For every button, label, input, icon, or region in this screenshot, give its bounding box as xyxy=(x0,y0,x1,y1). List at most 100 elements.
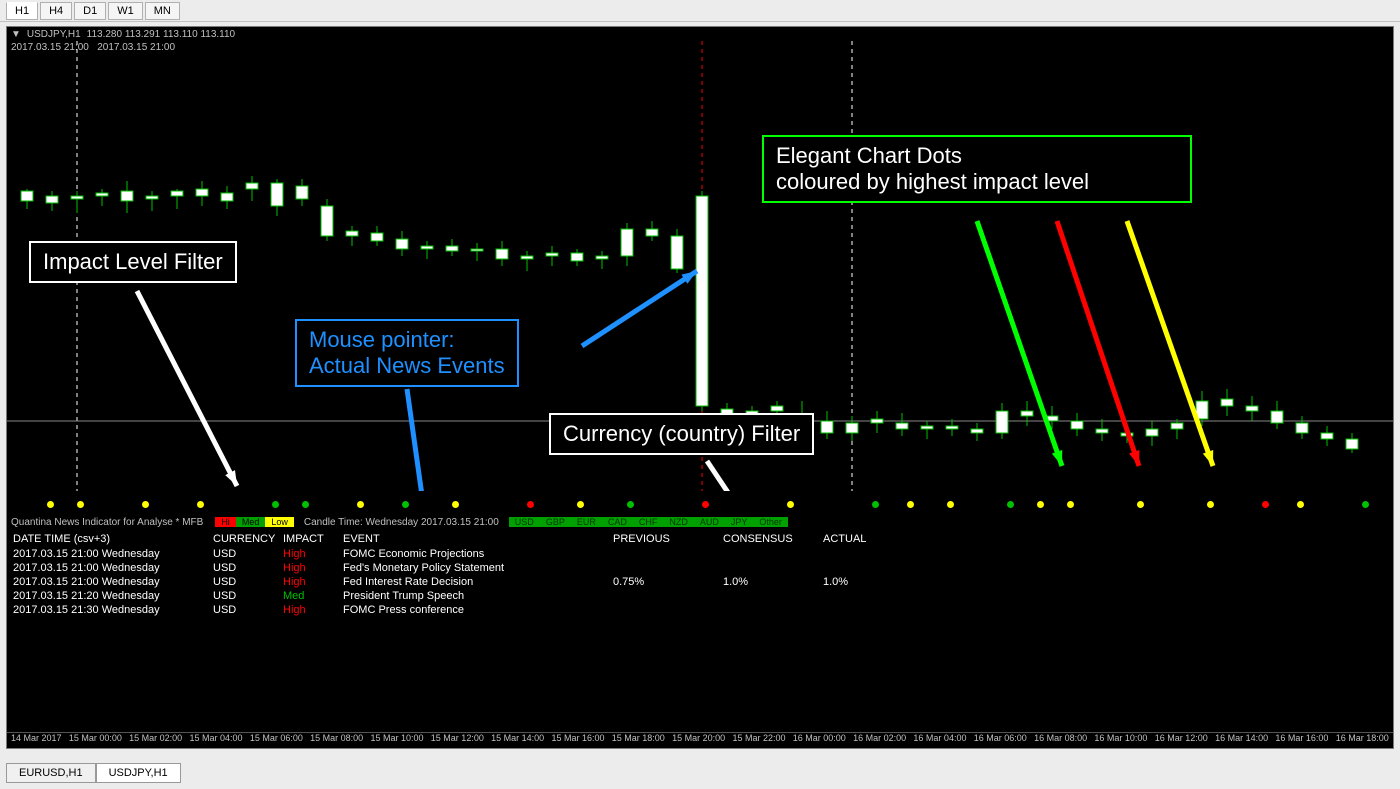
currency-badge-eur[interactable]: EUR xyxy=(571,517,602,527)
anno-text: Actual News Events xyxy=(309,353,505,379)
currency-badge-aud[interactable]: AUD xyxy=(694,517,725,527)
chart-window: ▼ USDJPY,H1 113.280 113.291 113.110 113.… xyxy=(6,26,1394,749)
chart-area[interactable]: Impact Level Filter Mouse pointer: Actua… xyxy=(7,41,1393,491)
xaxis-label: 15 Mar 18:00 xyxy=(612,733,665,748)
col-consensus: CONSENSUS xyxy=(723,533,823,545)
col-datetime: DATE TIME (csv+3) xyxy=(13,533,213,545)
xaxis-label: 15 Mar 06:00 xyxy=(250,733,303,748)
chart-tab-usdjpy-h1[interactable]: USDJPY,H1 xyxy=(96,763,181,783)
news-dot[interactable] xyxy=(527,501,534,508)
timeframe-H4[interactable]: H4 xyxy=(40,2,72,20)
xaxis-label: 16 Mar 08:00 xyxy=(1034,733,1087,748)
currency-badge-other[interactable]: Other xyxy=(753,517,788,527)
xaxis-label: 16 Mar 00:00 xyxy=(793,733,846,748)
anno-impact-filter: Impact Level Filter xyxy=(29,241,237,283)
news-dot[interactable] xyxy=(452,501,459,508)
xaxis-label: 15 Mar 12:00 xyxy=(431,733,484,748)
news-dot[interactable] xyxy=(1007,501,1014,508)
news-row[interactable]: 2017.03.15 21:30 WednesdayUSDHighFOMC Pr… xyxy=(7,603,1393,617)
news-dot[interactable] xyxy=(272,501,279,508)
news-dot[interactable] xyxy=(357,501,364,508)
anno-currency-filter: Currency (country) Filter xyxy=(549,413,814,455)
news-dot[interactable] xyxy=(1067,501,1074,508)
timeframe-W1[interactable]: W1 xyxy=(108,2,143,20)
col-actual: ACTUAL xyxy=(823,533,903,545)
timeframe-MN[interactable]: MN xyxy=(145,2,180,20)
xaxis-label: 16 Mar 04:00 xyxy=(913,733,966,748)
xaxis-label: 15 Mar 04:00 xyxy=(189,733,242,748)
xaxis-label: 15 Mar 08:00 xyxy=(310,733,363,748)
currency-badge-cad[interactable]: CAD xyxy=(602,517,633,527)
xaxis-label: 15 Mar 14:00 xyxy=(491,733,544,748)
anno-text: Elegant Chart Dots xyxy=(776,143,1178,169)
xaxis-label: 14 Mar 2017 xyxy=(11,733,62,748)
currency-badge-usd[interactable]: USD xyxy=(509,517,540,527)
xaxis-label: 16 Mar 06:00 xyxy=(974,733,1027,748)
xaxis-label: 16 Mar 14:00 xyxy=(1215,733,1268,748)
news-dot[interactable] xyxy=(577,501,584,508)
news-dot[interactable] xyxy=(1037,501,1044,508)
anno-text: Currency (country) Filter xyxy=(563,421,800,446)
news-dot[interactable] xyxy=(302,501,309,508)
timeframe-toolbar: H1H4D1W1MN xyxy=(0,0,1400,22)
currency-badge-chf[interactable]: CHF xyxy=(633,517,664,527)
impact-badge-med[interactable]: Med xyxy=(236,517,266,527)
news-dot[interactable] xyxy=(47,501,54,508)
anno-chart-dots: Elegant Chart Dots coloured by highest i… xyxy=(762,135,1192,203)
anno-text: coloured by highest impact level xyxy=(776,169,1178,195)
anno-text: Impact Level Filter xyxy=(43,249,223,274)
timeframe-D1[interactable]: D1 xyxy=(74,2,106,20)
news-row[interactable]: 2017.03.15 21:00 WednesdayUSDHighFed Int… xyxy=(7,575,1393,589)
news-dot[interactable] xyxy=(1297,501,1304,508)
xaxis-label: 15 Mar 20:00 xyxy=(672,733,725,748)
symbol-label: USDJPY,H1 xyxy=(27,29,81,40)
timeframe-H1[interactable]: H1 xyxy=(6,2,38,20)
currency-badge-jpy[interactable]: JPY xyxy=(725,517,754,527)
news-dots-strip xyxy=(7,497,1393,513)
news-row[interactable]: 2017.03.15 21:00 WednesdayUSDHighFOMC Ec… xyxy=(7,547,1393,561)
xaxis-label: 15 Mar 02:00 xyxy=(129,733,182,748)
currency-badge-gbp[interactable]: GBP xyxy=(540,517,571,527)
xaxis-label: 15 Mar 10:00 xyxy=(370,733,423,748)
col-event: EVENT xyxy=(343,533,613,545)
xaxis-label: 15 Mar 22:00 xyxy=(732,733,785,748)
news-dot[interactable] xyxy=(787,501,794,508)
impact-badge-hi[interactable]: Hi xyxy=(215,517,236,527)
col-currency: CURRENCY xyxy=(213,533,283,545)
chart-tabs: EURUSD,H1USDJPY,H1 xyxy=(6,763,181,783)
news-dot[interactable] xyxy=(947,501,954,508)
anno-mouse-pointer: Mouse pointer: Actual News Events xyxy=(295,319,519,387)
col-impact: IMPACT xyxy=(283,533,343,545)
chevron-down-icon[interactable]: ▼ xyxy=(11,29,21,40)
news-dot[interactable] xyxy=(1137,501,1144,508)
news-dot[interactable] xyxy=(1262,501,1269,508)
news-dot[interactable] xyxy=(402,501,409,508)
news-dot[interactable] xyxy=(627,501,634,508)
impact-badge-low[interactable]: Low xyxy=(265,517,294,527)
anno-text: Mouse pointer: xyxy=(309,327,505,353)
indicator-name: Quantina News Indicator for Analyse * MF… xyxy=(11,517,203,528)
table-header: DATE TIME (csv+3) CURRENCY IMPACT EVENT … xyxy=(7,531,1393,547)
xaxis-label: 15 Mar 00:00 xyxy=(69,733,122,748)
news-dot[interactable] xyxy=(907,501,914,508)
news-dot[interactable] xyxy=(702,501,709,508)
news-dot[interactable] xyxy=(197,501,204,508)
candle-time: Candle Time: Wednesday 2017.03.15 21:00 xyxy=(304,517,499,528)
news-dot[interactable] xyxy=(142,501,149,508)
xaxis-label: 16 Mar 12:00 xyxy=(1155,733,1208,748)
chart-tab-eurusd-h1[interactable]: EURUSD,H1 xyxy=(6,763,96,783)
col-previous: PREVIOUS xyxy=(613,533,723,545)
news-dot[interactable] xyxy=(1362,501,1369,508)
news-dot[interactable] xyxy=(1207,501,1214,508)
chart-header: ▼ USDJPY,H1 113.280 113.291 113.110 113.… xyxy=(7,27,1393,42)
currency-badge-nzd[interactable]: NZD xyxy=(663,517,694,527)
xaxis-label: 16 Mar 10:00 xyxy=(1094,733,1147,748)
xaxis-label: 16 Mar 02:00 xyxy=(853,733,906,748)
news-dot[interactable] xyxy=(77,501,84,508)
news-row[interactable]: 2017.03.15 21:20 WednesdayUSDMedPresiden… xyxy=(7,589,1393,603)
news-table: DATE TIME (csv+3) CURRENCY IMPACT EVENT … xyxy=(7,531,1393,730)
news-dot[interactable] xyxy=(872,501,879,508)
news-row[interactable]: 2017.03.15 21:00 WednesdayUSDHighFed's M… xyxy=(7,561,1393,575)
time-axis: 14 Mar 2017 15 Mar 00:00 15 Mar 02:00 15 Ma… xyxy=(7,732,1393,748)
xaxis-label: 15 Mar 16:00 xyxy=(551,733,604,748)
